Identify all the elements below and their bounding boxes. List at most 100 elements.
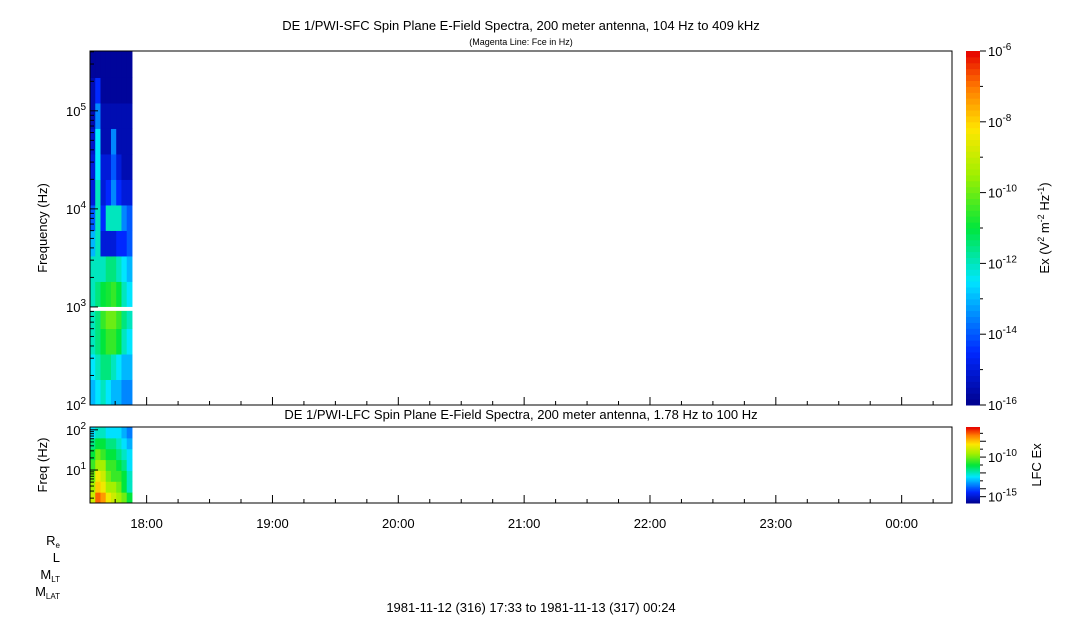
- spectrogram-cell: [105, 354, 112, 381]
- spectrogram-cell: [126, 128, 133, 155]
- spectrogram-cell: [100, 179, 107, 206]
- colorbar-segment: [966, 448, 980, 451]
- spectrogram-cell: [95, 179, 101, 206]
- spectrogram-cell: [105, 102, 112, 129]
- spectrogram-cell: [100, 281, 107, 308]
- colorbar-segment: [966, 186, 980, 194]
- colorbar-segment: [966, 304, 980, 312]
- colorbar-segment: [966, 487, 980, 490]
- top-panel-subtitle: (Magenta Line: Fce in Hz): [469, 37, 573, 47]
- spectrogram-cell: [100, 230, 107, 257]
- colorbar-segment: [966, 430, 980, 433]
- colorbar-segment: [966, 346, 980, 353]
- tick-exponent: 1: [80, 461, 86, 472]
- colorbar-segment: [966, 463, 980, 466]
- colorbar-segment: [966, 459, 980, 462]
- top-colorbar-label: Ex (V2 m-2 Hz-1): [1036, 182, 1052, 273]
- tick-exponent: -14: [1002, 325, 1017, 336]
- tick-base: 10: [988, 44, 1002, 59]
- spectrogram-cell: [121, 51, 128, 78]
- spectrogram-cell: [121, 179, 128, 206]
- y-tick-label: 102: [66, 396, 86, 413]
- spectrogram-cell: [100, 51, 107, 78]
- spectrogram-cell: [100, 77, 107, 104]
- colorbar-segment: [966, 427, 980, 429]
- spectrogram-cell: [110, 128, 117, 155]
- colorbar-segment: [966, 98, 980, 105]
- spectrogram-cell: [126, 481, 133, 493]
- spectrogram-cell: [105, 281, 112, 308]
- tick-base: 10: [66, 104, 80, 119]
- colorbar-segment: [966, 263, 980, 270]
- spectrogram-cell: [100, 459, 107, 471]
- spectrogram-cell: [121, 459, 128, 471]
- spectrogram-cell: [110, 427, 117, 439]
- spectrogram-cell: [116, 255, 122, 282]
- spectrogram-cell: [95, 379, 101, 406]
- colorbar-segment: [966, 500, 980, 503]
- colorbar-segment: [966, 86, 980, 93]
- tick-base: 10: [66, 300, 80, 315]
- colorbar-tick-label: 10-15: [988, 488, 1017, 505]
- colorbar-segment: [966, 157, 980, 164]
- spectrogram-cell: [121, 255, 128, 282]
- spectrogram-cell: [116, 470, 122, 482]
- spectrogram-cell: [100, 153, 107, 180]
- x-tick-label: 23:00: [760, 516, 793, 531]
- colorbar-segment: [966, 310, 980, 317]
- x-tick-label: 20:00: [382, 516, 415, 531]
- spectrogram-cell: [105, 306, 112, 330]
- spectrogram-cell: [110, 179, 117, 206]
- spectrogram-cell: [105, 437, 112, 450]
- colorbar-segment: [966, 233, 980, 241]
- spectrogram-cell: [121, 153, 128, 180]
- colorbar-segment: [966, 145, 980, 152]
- bottom-spectrogram-cells: [90, 427, 133, 504]
- spectrogram-cell: [116, 354, 122, 381]
- colorbar-segment: [966, 490, 980, 493]
- colorbar-segment: [966, 169, 980, 176]
- colorbar-tick-label: 10-16: [988, 396, 1017, 413]
- spectrogram-cell: [126, 448, 133, 461]
- colorbar-segment: [966, 481, 980, 484]
- spectrogram-cell: [100, 481, 107, 493]
- colorbar-segment: [966, 322, 980, 329]
- tick-exponent: -10: [1002, 184, 1017, 195]
- colorbar-segment: [966, 454, 980, 457]
- colorbar-segment: [966, 485, 980, 488]
- top-spectrogram-cells: [90, 51, 133, 406]
- spectrogram-cell: [121, 281, 128, 308]
- colorbar-segment: [966, 381, 980, 388]
- colorbar-segment: [966, 121, 980, 129]
- spectrogram-cell: [126, 77, 133, 104]
- spectrogram-cell: [116, 306, 122, 330]
- ephemeris-label: L: [53, 550, 60, 565]
- y-tick-label: 102: [66, 421, 86, 438]
- bottom-colorbar-label: LFC Ex: [1029, 443, 1044, 487]
- colorbar-segment: [966, 470, 980, 472]
- colorbar-segment: [966, 438, 980, 441]
- spectrogram-cell: [116, 128, 122, 155]
- spectrogram-cell: [100, 128, 107, 155]
- colorbar-segment: [966, 104, 980, 111]
- spectrogram-cell: [126, 51, 133, 78]
- tick-exponent: -8: [1002, 113, 1011, 124]
- plot-frame: [89, 426, 953, 504]
- ephemeris-label: MLT: [40, 567, 60, 584]
- spectrogram-cell: [116, 51, 122, 78]
- colorbar-segment: [966, 466, 980, 469]
- tick-base: 10: [66, 463, 80, 478]
- spectrogram-cell: [126, 204, 133, 231]
- spectrogram-cell: [121, 128, 128, 155]
- spectrogram-cell: [100, 255, 107, 282]
- bottom-panel-title: DE 1/PWI-LFC Spin Plane E-Field Spectra,…: [284, 407, 757, 422]
- spectrogram-cell: [90, 448, 96, 461]
- colorbar-segment: [966, 491, 980, 494]
- top-y-axis-label: Frequency (Hz): [35, 183, 50, 273]
- spectrogram-cell: [95, 481, 101, 493]
- colorbar-segment: [966, 351, 980, 359]
- label-subscript: LT: [51, 575, 60, 584]
- spectrogram-cell: [90, 354, 96, 381]
- tick-exponent: -6: [1002, 42, 1011, 53]
